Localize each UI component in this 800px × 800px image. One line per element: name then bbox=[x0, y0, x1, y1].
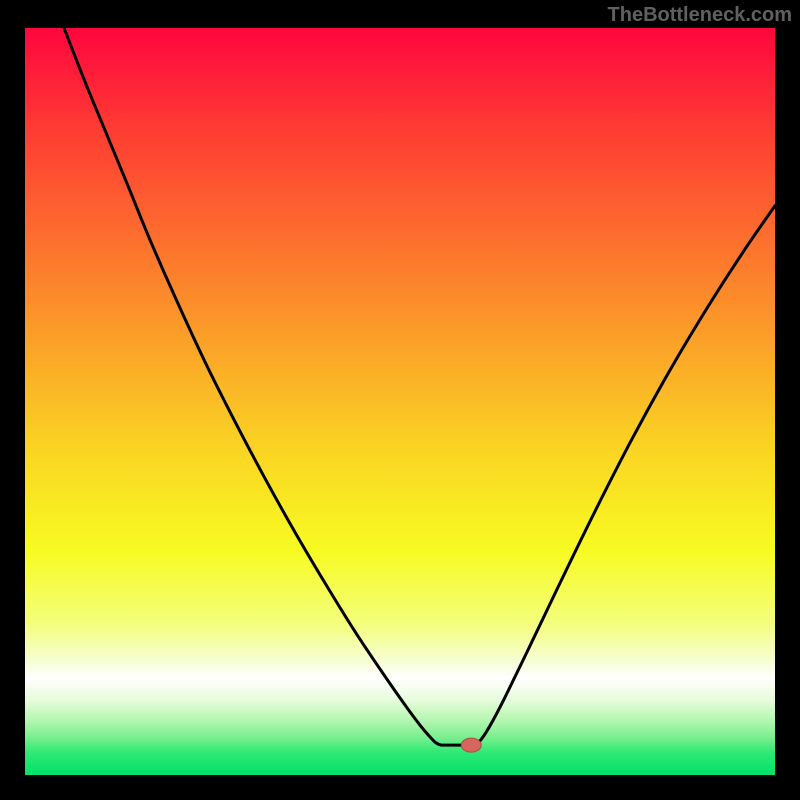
gradient-background bbox=[25, 28, 775, 775]
chart-svg bbox=[25, 28, 775, 775]
bottleneck-chart: TheBottleneck.com bbox=[0, 0, 800, 800]
attribution-label: TheBottleneck.com bbox=[608, 4, 792, 27]
optimal-marker bbox=[461, 738, 481, 752]
plot-area bbox=[25, 28, 775, 775]
